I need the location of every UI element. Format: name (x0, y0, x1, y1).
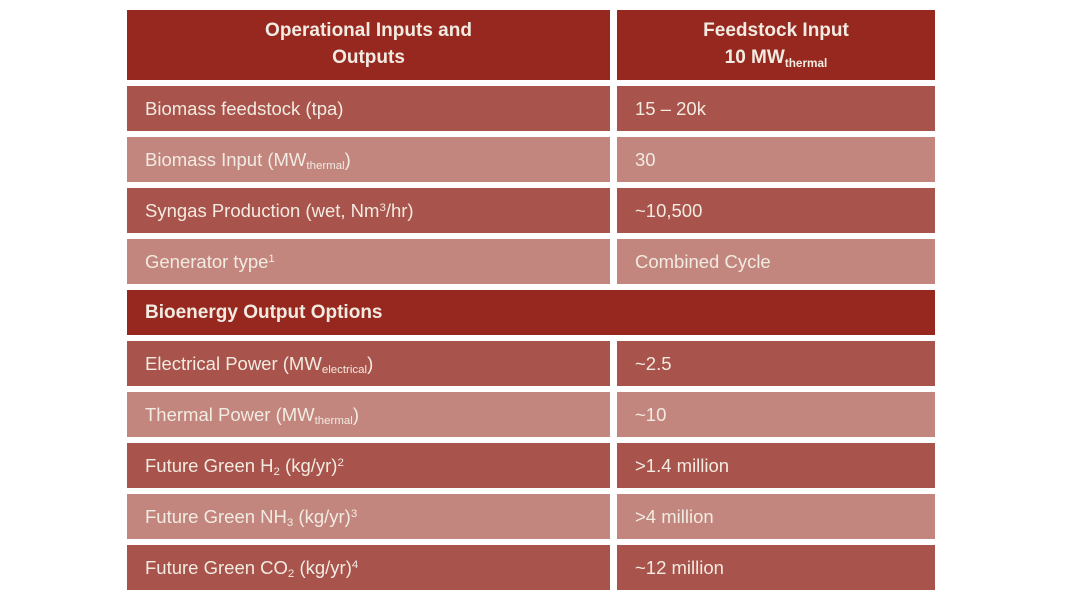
row-value: 15 – 20k (617, 86, 935, 131)
row-label-text: Future Green H2 (kg/yr)2 (145, 454, 344, 479)
row-value: >4 million (617, 494, 935, 539)
section-header-bioenergy-output-options: Bioenergy Output Options (127, 290, 935, 335)
row-value: 30 (617, 137, 935, 182)
row-label-text: Biomass Input (MWthermal) (145, 148, 351, 173)
operational-io-table: Operational Inputs and Outputs Feedstock… (127, 10, 935, 590)
row-label: Biomass Input (MWthermal) (127, 137, 610, 182)
row-value: ~12 million (617, 545, 935, 590)
row-label: Generator type1 (127, 239, 610, 284)
row-label: Electrical Power (MWelectrical) (127, 341, 610, 386)
row-value: Combined Cycle (617, 239, 935, 284)
row-label-text: Electrical Power (MWelectrical) (145, 352, 374, 377)
row-value: ~2.5 (617, 341, 935, 386)
row-label: Future Green H2 (kg/yr)2 (127, 443, 610, 488)
row-label-text: Syngas Production (wet, Nm3/hr) (145, 199, 414, 221)
row-label-text: Generator type1 (145, 250, 275, 272)
row-value: ~10,500 (617, 188, 935, 233)
row-label-text: Thermal Power (MWthermal) (145, 403, 360, 428)
header-operational-inputs-outputs: Operational Inputs and Outputs (127, 10, 610, 80)
row-label: Thermal Power (MWthermal) (127, 392, 610, 437)
row-label: Biomass feedstock (tpa) (127, 86, 610, 131)
header-col1-text: Operational Inputs and Outputs (265, 20, 472, 68)
row-value: >1.4 million (617, 443, 935, 488)
row-label: Future Green CO2 (kg/yr)4 (127, 545, 610, 590)
header-col2-text: Feedstock Input 10 MWthermal (703, 20, 849, 70)
row-label: Future Green NH3 (kg/yr)3 (127, 494, 610, 539)
row-label: Syngas Production (wet, Nm3/hr) (127, 188, 610, 233)
row-label-text: Biomass feedstock (tpa) (145, 97, 344, 119)
row-label-text: Future Green NH3 (kg/yr)3 (145, 505, 358, 530)
row-value: ~10 (617, 392, 935, 437)
row-label-text: Future Green CO2 (kg/yr)4 (145, 556, 359, 581)
header-feedstock-input: Feedstock Input 10 MWthermal (617, 10, 935, 80)
